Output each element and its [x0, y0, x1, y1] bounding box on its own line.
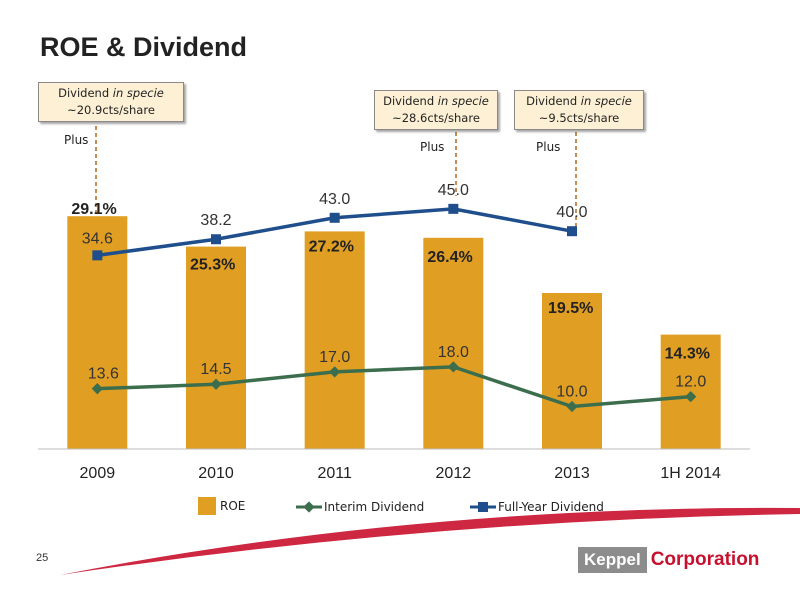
logo-keppel: Keppel	[578, 547, 647, 573]
plus-label-2013: Plus	[536, 140, 561, 154]
footer-swoosh	[60, 507, 800, 575]
interim-dividend-point	[210, 378, 222, 390]
full-year-dividend-point	[567, 226, 577, 237]
roe-data-label: 27.2%	[309, 238, 354, 255]
x-tick-label: 2013	[554, 465, 590, 482]
logo-corporation: Corporation	[650, 549, 760, 570]
x-tick-label: 2011	[317, 465, 352, 482]
callout-2012: Dividend in specie ~28.6cts/share	[374, 90, 498, 130]
interim-data-label: 14.5	[200, 361, 231, 378]
interim-dividend-point	[447, 361, 459, 373]
interim-data-label: 12.0	[675, 374, 706, 391]
full-year-dividend-point	[92, 250, 103, 261]
plus-label-2009: Plus	[64, 133, 89, 147]
x-tick-label: 1H 2014	[660, 465, 721, 482]
interim-data-label: 13.6	[88, 366, 119, 383]
interim-dividend-point	[685, 390, 697, 403]
callout-2013: Dividend in specie ~9.5cts/share	[514, 90, 644, 130]
roe-bar	[542, 293, 602, 449]
legend-roe-swatch	[198, 497, 216, 515]
full-year-dividend-point	[211, 234, 221, 245]
full-year-data-label: 40.0	[556, 204, 587, 221]
interim-dividend-line	[97, 365, 691, 409]
page-number: 25	[36, 552, 49, 564]
x-tick-label: 2010	[198, 465, 234, 482]
legend-full-year-swatch	[470, 502, 496, 512]
interim-dividend-point	[566, 400, 578, 413]
legend-interim: Interim Dividend	[296, 500, 424, 514]
full-year-dividend-point	[448, 203, 459, 214]
full-year-data-label: 43.0	[319, 191, 350, 208]
legend-interim-swatch	[296, 501, 322, 513]
full-year-data-label: 45.0	[438, 182, 469, 199]
roe-bar	[186, 246, 246, 449]
legend-roe: ROE	[198, 497, 245, 515]
page-title: ROE & Dividend	[40, 32, 248, 62]
roe-bar	[304, 231, 365, 449]
legend-full-year: Full-Year Dividend	[470, 500, 604, 514]
roe-data-label: 25.3%	[190, 257, 235, 274]
x-tick-label: 2009	[80, 465, 116, 482]
x-tick-label: 2012	[436, 465, 472, 482]
roe-bar	[423, 237, 484, 449]
interim-data-label: 18.0	[438, 344, 469, 361]
interim-data-label: 10.0	[556, 384, 587, 401]
interim-data-label: 17.0	[319, 349, 350, 366]
full-year-data-label: 38.2	[200, 212, 231, 229]
roe-data-label: 19.5%	[548, 300, 593, 317]
plus-label-2012: Plus	[420, 140, 445, 154]
roe-data-label: 14.3%	[665, 346, 710, 363]
roe-data-label: 26.4%	[427, 249, 472, 266]
full-year-dividend-point	[329, 212, 340, 223]
roe-data-label: 29.1%	[71, 201, 116, 218]
interim-dividend-point	[329, 366, 341, 378]
full-year-data-label: 34.6	[82, 230, 113, 247]
company-logo: Keppel Corporation	[578, 547, 759, 573]
callout-2009: Dividend in specie ~20.9cts/share	[38, 82, 184, 122]
